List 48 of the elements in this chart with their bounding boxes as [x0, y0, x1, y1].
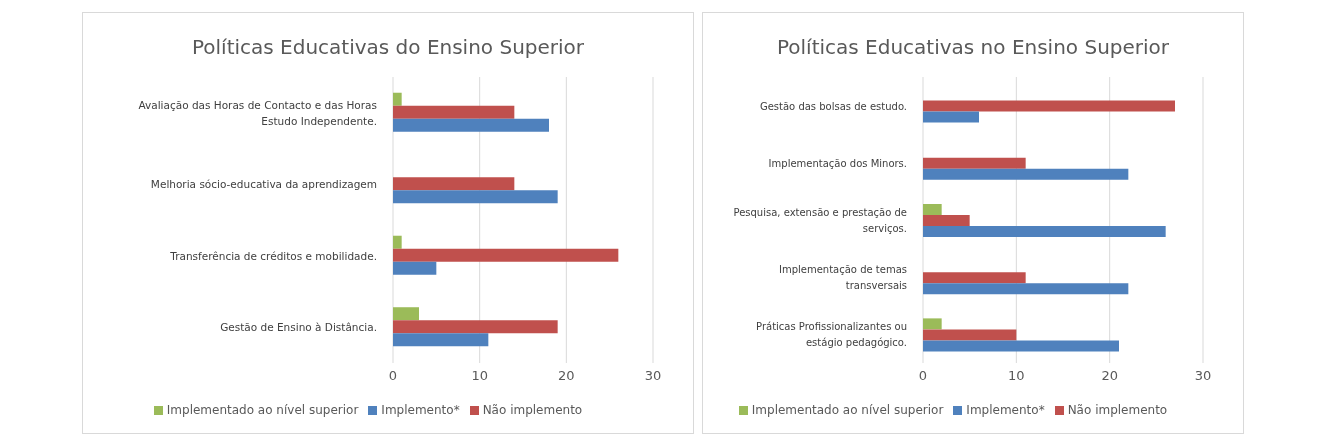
bar: [923, 214, 970, 226]
bar: [393, 92, 402, 106]
legend-label: Implemento*: [966, 403, 1045, 417]
bar: [393, 248, 619, 262]
bar: [393, 333, 489, 347]
x-tick-label: 10: [1008, 368, 1025, 384]
y-tick-label: Práticas Profissionalizantes ou estágio pedagógico.: [756, 320, 907, 348]
x-tick-label: 30: [1194, 368, 1212, 384]
bar: [393, 261, 437, 275]
bar: [923, 157, 1026, 169]
legend-label: Implemento*: [381, 403, 460, 417]
y-tick-label: Melhoria sócio-educativa da aprendizagem: [150, 178, 377, 191]
bar: [923, 283, 1129, 295]
y-tick-label: Implementação de temas transversais: [778, 263, 907, 291]
y-tick-label: Implementação dos Minors.: [768, 157, 907, 169]
legend-label: Implementado ao nível superior: [751, 403, 944, 417]
x-tick-label: 10: [471, 368, 488, 384]
bar: [923, 340, 1119, 352]
x-tick-label: 30: [644, 368, 662, 384]
bar: [393, 307, 419, 321]
bar: [393, 320, 558, 334]
bar: [923, 318, 942, 330]
bar: [923, 168, 1129, 180]
bar: [393, 118, 549, 132]
bar: [923, 272, 1026, 284]
bar: [393, 177, 515, 191]
legend-label: Não implemento: [482, 403, 583, 417]
y-tick-label: Gestão das bolsas de estudo.: [759, 100, 907, 112]
bar: [923, 329, 1017, 341]
bar: [923, 203, 942, 215]
chart-title: Políticas Educativas do Ensino Superior: [190, 34, 586, 61]
x-tick-label: 0: [918, 368, 928, 384]
bar: [923, 111, 979, 123]
bar: [923, 100, 1175, 112]
y-tick-label: Pesquisa, extensão e prestação de serviços.: [733, 206, 907, 234]
bar: [393, 105, 515, 119]
y-tick-label: Gestão de Ensino à Distância.: [220, 321, 377, 334]
legend-label: Não implemento: [1067, 403, 1168, 417]
bar: [393, 190, 558, 204]
legend-label: Implementado ao nível superior: [166, 403, 359, 417]
x-tick-label: 0: [388, 368, 398, 384]
x-tick-label: 20: [558, 368, 575, 384]
bar: [393, 235, 402, 249]
y-tick-label: Transferência de créditos e mobilidade.: [169, 249, 377, 262]
x-tick-label: 20: [1101, 368, 1118, 384]
chart-title: Políticas Educativas no Ensino Superior: [775, 34, 1171, 61]
y-tick-label: Avaliação das Horas de Contacto e das Horas Estudo Independente.: [138, 98, 377, 127]
bar: [923, 225, 1166, 237]
